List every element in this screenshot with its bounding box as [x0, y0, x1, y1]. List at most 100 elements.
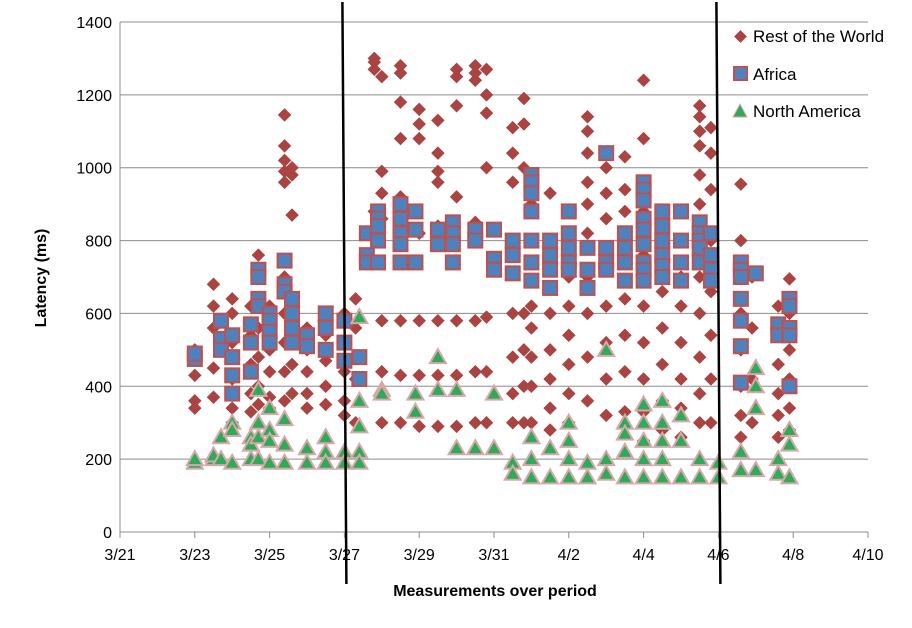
data-point-square [242, 316, 259, 333]
data-point-square [523, 185, 540, 202]
data-point-square [429, 236, 446, 253]
gridlines [120, 21, 868, 460]
data-point-triangle [689, 467, 710, 485]
data-point-diamond [580, 146, 595, 160]
data-point-square [654, 203, 671, 220]
data-point-diamond [468, 73, 483, 88]
data-point-triangle [746, 358, 766, 376]
data-point-square [542, 247, 559, 264]
data-point-diamond [561, 386, 576, 401]
data-point-diamond [618, 182, 632, 197]
data-point-diamond [580, 394, 595, 408]
period-marker-line [715, 1, 722, 585]
data-point-square [747, 265, 764, 282]
data-point-square [261, 334, 278, 351]
data-point-triangle [768, 449, 788, 467]
data-point-diamond [449, 368, 464, 383]
data-point-triangle [689, 449, 710, 467]
data-point-triangle [768, 463, 788, 481]
data-point-diamond [277, 108, 292, 122]
data-point-square [781, 378, 798, 395]
data-point-diamond [580, 124, 595, 139]
data-point-triangle [559, 449, 579, 467]
data-point-diamond [449, 190, 464, 204]
data-point-diamond [449, 98, 464, 113]
data-point-diamond [692, 306, 707, 321]
data-point-square [654, 218, 671, 234]
data-point-square [702, 247, 719, 264]
data-point-diamond [745, 415, 759, 430]
legend-marker-diamond [734, 30, 747, 43]
data-point-triangle [746, 376, 766, 394]
data-point-square [732, 312, 749, 329]
data-point-diamond [580, 109, 595, 124]
data-point-diamond [771, 357, 786, 372]
data-point-triangle [596, 463, 616, 481]
data-point-square [523, 254, 540, 271]
data-point-triangle [559, 430, 579, 448]
data-point-triangle [521, 427, 542, 445]
data-point-triangle [577, 452, 598, 470]
data-point-diamond [479, 160, 494, 175]
data-point-square [392, 210, 409, 227]
data-point-diamond [599, 408, 614, 423]
data-point-diamond [431, 146, 445, 160]
y-tick-label: 600 [85, 306, 112, 323]
data-point-diamond [636, 73, 651, 88]
data-point-diamond [692, 386, 707, 401]
data-point-diamond [374, 69, 389, 84]
data-point-triangle [540, 467, 560, 485]
data-point-square [654, 232, 671, 249]
data-point-diamond [599, 160, 614, 175]
data-point-diamond [468, 313, 483, 328]
data-point-square [673, 203, 689, 220]
y-tick-label: 400 [85, 379, 112, 396]
data-point-square [598, 145, 615, 162]
data-point-diamond [505, 175, 520, 190]
data-point-square [284, 334, 301, 351]
data-point-triangle [708, 467, 729, 485]
data-point-triangle [559, 412, 579, 430]
data-point-diamond [704, 120, 718, 135]
data-point-diamond [782, 271, 797, 286]
data-point-diamond [543, 186, 557, 201]
data-point-diamond [374, 415, 389, 430]
data-point-triangle [596, 449, 616, 467]
data-point-square [224, 385, 241, 402]
data-point-triangle [615, 423, 635, 441]
data-point-diamond [517, 306, 531, 321]
data-point-diamond [431, 313, 445, 328]
data-point-triangle [633, 467, 654, 485]
data-point-square [635, 221, 652, 238]
data-point-triangle [349, 416, 370, 434]
data-point-square [560, 261, 577, 278]
data-point-diamond [599, 299, 614, 313]
data-point-triangle [274, 452, 295, 470]
data-point-triangle [502, 463, 523, 481]
data-point-diamond [599, 186, 614, 201]
x-tick-label: 4/8 [782, 547, 804, 564]
data-point-diamond [524, 415, 539, 430]
data-point-square [242, 363, 259, 380]
data-point-diamond [733, 408, 748, 423]
y-tick-label: 0 [103, 525, 112, 542]
data-point-diamond [543, 423, 557, 437]
data-point-triangle [315, 452, 336, 470]
data-point-diamond [524, 379, 539, 394]
data-point-diamond [543, 343, 557, 357]
legend: Rest of the World Africa North America [732, 27, 884, 121]
x-axis-tick-labels: 3/21 3/23 3/25 3/27 3/29 3/31 4/2 4/4 4/6 4/8 4/10 [104, 532, 884, 564]
data-point-diamond [277, 394, 292, 408]
data-point-diamond [300, 364, 314, 379]
data-point-diamond [479, 310, 494, 324]
data-point-square [504, 265, 521, 282]
data-point-diamond [636, 299, 651, 313]
data-point-square [598, 261, 615, 278]
data-point-triangle [315, 427, 336, 445]
data-point-triangle [615, 441, 635, 459]
data-point-triangle [521, 467, 542, 485]
data-point-triangle [274, 409, 295, 427]
data-point-diamond [505, 386, 520, 401]
legend-marker-triangle [732, 102, 748, 118]
data-point-square [635, 236, 652, 253]
